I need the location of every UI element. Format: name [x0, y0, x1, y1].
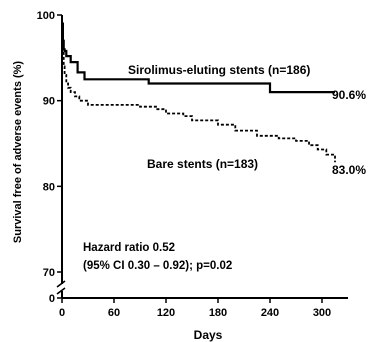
y-tick-label: 70 [43, 267, 55, 279]
series-label-sirolimus: Sirolimus-eluting stents (n=186) [128, 63, 310, 77]
x-tick-label: 240 [261, 307, 279, 319]
x-tick-label: 0 [59, 307, 65, 319]
series-line-sirolimus [61, 22, 335, 94]
series-group [61, 22, 336, 163]
series-line-bare [62, 22, 336, 163]
series-label-bare: Bare stents (n=183) [147, 157, 258, 171]
axis-break-mark [56, 287, 66, 295]
annotation-ci-pvalue: (95% CI 0.30 – 0.92); p=0.02 [83, 260, 232, 272]
x-axis-label: Days [194, 328, 223, 342]
y-tick-label: 90 [43, 96, 55, 108]
annotation-hazard-ratio: Hazard ratio 0.52 [83, 242, 175, 254]
y-tick-label: 80 [43, 181, 55, 193]
x-tick-label: 300 [313, 307, 331, 319]
end-label-sirolimus: 90.6% [332, 88, 366, 102]
y-axis-label: Survival free of adverse events (%) [12, 61, 24, 244]
x-tick-label: 60 [108, 307, 120, 319]
y-tick-label: 100 [37, 10, 55, 22]
axes [56, 15, 348, 299]
x-tick-label: 180 [209, 307, 227, 319]
tick-group: 70 80 90 100 00 60 120 180 240 300 [37, 10, 332, 319]
y-tick-label: 0 [49, 293, 55, 305]
x-tick-label: 120 [157, 307, 175, 319]
axis-break-mark [56, 280, 66, 288]
end-label-bare: 83.0% [332, 163, 366, 177]
